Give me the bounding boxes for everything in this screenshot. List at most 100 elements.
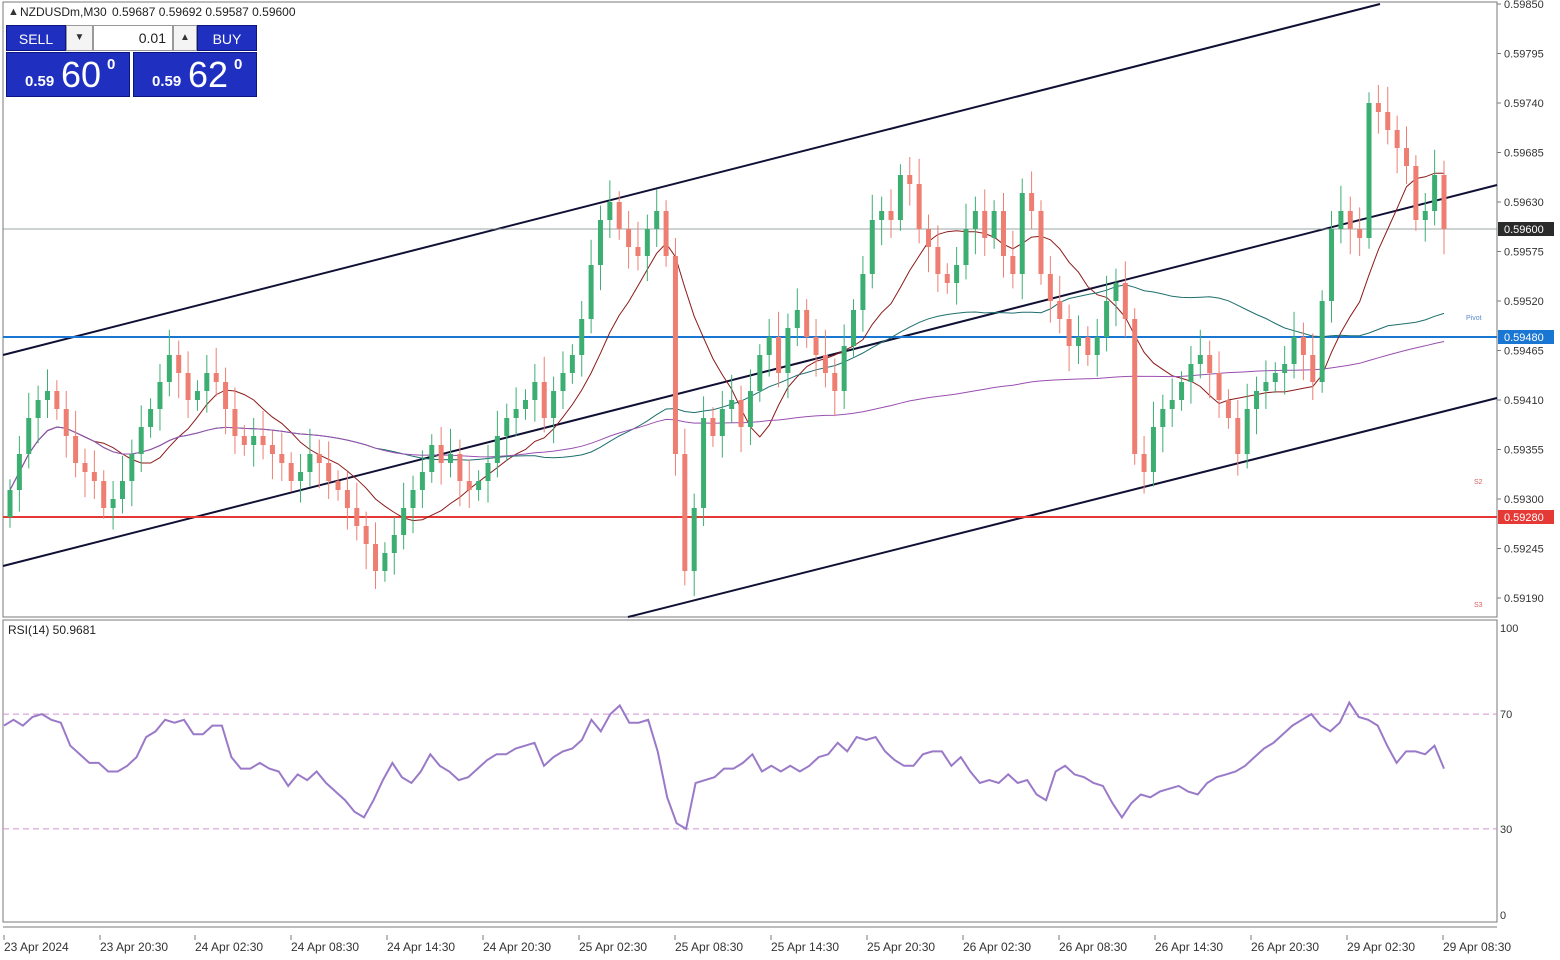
s2-price-text: 0.59280 bbox=[1504, 512, 1544, 524]
candle-body bbox=[1432, 175, 1438, 211]
candle-body bbox=[16, 454, 22, 490]
candle-body bbox=[1141, 454, 1147, 472]
candle-body bbox=[710, 418, 716, 436]
candle-body bbox=[204, 373, 210, 391]
sell-button[interactable]: SELL bbox=[6, 25, 66, 51]
rsi-panel-frame bbox=[2, 619, 1498, 923]
candle-body bbox=[1329, 229, 1335, 301]
candle-body bbox=[1413, 166, 1419, 220]
rsi-line bbox=[3, 700, 1445, 831]
price-axis: 0.59850 0.59795 0.59740 0.59685 0.59630 0.595… bbox=[1497, 0, 1544, 605]
price-tick-label: 0.59245 bbox=[1504, 544, 1544, 556]
time-tick-label: 24 Apr 08:30 bbox=[291, 940, 359, 954]
candle-body bbox=[410, 490, 416, 508]
lot-increase-button[interactable]: ▲ bbox=[173, 25, 197, 51]
candle-body bbox=[597, 220, 603, 265]
candle-body bbox=[1385, 112, 1391, 130]
candle-body bbox=[991, 211, 997, 238]
candle-body bbox=[954, 265, 960, 283]
horizontal-levels: 0.59600 0.59480 Pivot 0.59280 S2 S3 bbox=[3, 222, 1554, 609]
candle-body bbox=[1375, 103, 1381, 112]
pivot-tag: Pivot bbox=[1466, 315, 1482, 322]
candle-body bbox=[1291, 337, 1297, 364]
candle-body bbox=[373, 544, 379, 571]
candle-body bbox=[316, 454, 322, 463]
candle-body bbox=[138, 427, 144, 454]
candle-body bbox=[1057, 301, 1063, 319]
sell-quote-prefix: 0.59 bbox=[25, 73, 55, 90]
candle-body bbox=[1188, 364, 1194, 382]
candle-body bbox=[869, 220, 875, 274]
candle-body bbox=[1310, 355, 1316, 382]
candle-body bbox=[194, 391, 200, 400]
candle-body bbox=[916, 184, 922, 229]
candle-body bbox=[307, 454, 313, 472]
time-tick-label: 23 Apr 20:30 bbox=[100, 940, 168, 954]
buy-quote-fraction: 0 bbox=[234, 56, 243, 73]
candle-body bbox=[1422, 211, 1428, 220]
candle-body bbox=[719, 409, 725, 436]
candle-body bbox=[1066, 319, 1072, 346]
time-tick-label: 25 Apr 20:30 bbox=[867, 940, 935, 954]
price-tick-label: 0.59355 bbox=[1504, 445, 1544, 457]
buy-quote-prefix: 0.59 bbox=[152, 73, 182, 90]
candle-body bbox=[101, 481, 107, 508]
candle-body bbox=[476, 481, 482, 490]
candle-body bbox=[757, 355, 763, 391]
candle-body bbox=[401, 508, 407, 535]
candle-body bbox=[551, 391, 557, 418]
price-tick-label: 0.59795 bbox=[1504, 49, 1544, 61]
candle-body bbox=[288, 463, 294, 481]
candle-body bbox=[298, 472, 304, 481]
candle-body bbox=[1000, 211, 1006, 256]
time-tick-label: 24 Apr 02:30 bbox=[195, 940, 263, 954]
candle-body bbox=[682, 454, 688, 571]
candle-body bbox=[1394, 130, 1400, 148]
candle-body bbox=[82, 463, 88, 472]
candle-body bbox=[616, 202, 622, 229]
candle-body bbox=[1169, 400, 1175, 409]
buy-button[interactable]: BUY bbox=[197, 25, 257, 51]
candle-body bbox=[232, 409, 238, 436]
candle-body bbox=[1029, 193, 1035, 211]
candle-body bbox=[119, 481, 125, 499]
header-icon: ▲ bbox=[8, 6, 19, 18]
candle-body bbox=[672, 256, 678, 454]
sell-quote[interactable]: 0.59 60 0 bbox=[6, 52, 130, 97]
candle-body bbox=[279, 454, 285, 463]
time-tick-label: 24 Apr 20:30 bbox=[483, 940, 551, 954]
candle-body bbox=[129, 454, 135, 481]
lot-size-input[interactable]: 0.01 bbox=[93, 25, 173, 51]
rsi-indicator: 100 70 30 0 bbox=[3, 623, 1518, 922]
candle-body bbox=[654, 211, 660, 229]
price-tick-label: 0.59740 bbox=[1504, 98, 1544, 110]
pivot-badge bbox=[1498, 330, 1554, 344]
candle-body bbox=[1150, 427, 1156, 472]
rsi-scale-label: 100 bbox=[1500, 623, 1518, 635]
candle-body bbox=[1300, 337, 1306, 355]
candle-body bbox=[588, 265, 594, 319]
rsi-scale-label: 70 bbox=[1500, 709, 1512, 721]
time-tick-label: 26 Apr 14:30 bbox=[1155, 940, 1223, 954]
candle-body bbox=[466, 481, 472, 490]
ma-fast-line bbox=[9, 172, 1444, 522]
lot-decrease-button[interactable]: ▼ bbox=[66, 25, 93, 51]
sell-quote-pips: 60 bbox=[61, 54, 102, 95]
chevron-up-icon: ▲ bbox=[180, 32, 190, 43]
candle-body bbox=[110, 499, 116, 508]
buy-quote[interactable]: 0.59 62 0 bbox=[133, 52, 257, 97]
candle-body bbox=[1207, 355, 1213, 373]
time-tick-label: 26 Apr 08:30 bbox=[1059, 940, 1127, 954]
pivot-price-text: 0.59480 bbox=[1504, 332, 1544, 344]
ma-slow-line bbox=[9, 341, 1445, 491]
price-tick-label: 0.59410 bbox=[1504, 395, 1544, 407]
candle-body bbox=[963, 229, 969, 265]
candle-body bbox=[91, 472, 97, 481]
s2-tag: S2 bbox=[1474, 479, 1483, 486]
time-tick-label: 23 Apr 2024 bbox=[4, 940, 69, 954]
candle-body bbox=[1132, 319, 1138, 454]
candle-body bbox=[972, 211, 978, 229]
candle-body bbox=[560, 373, 566, 391]
candle-body bbox=[494, 436, 500, 463]
